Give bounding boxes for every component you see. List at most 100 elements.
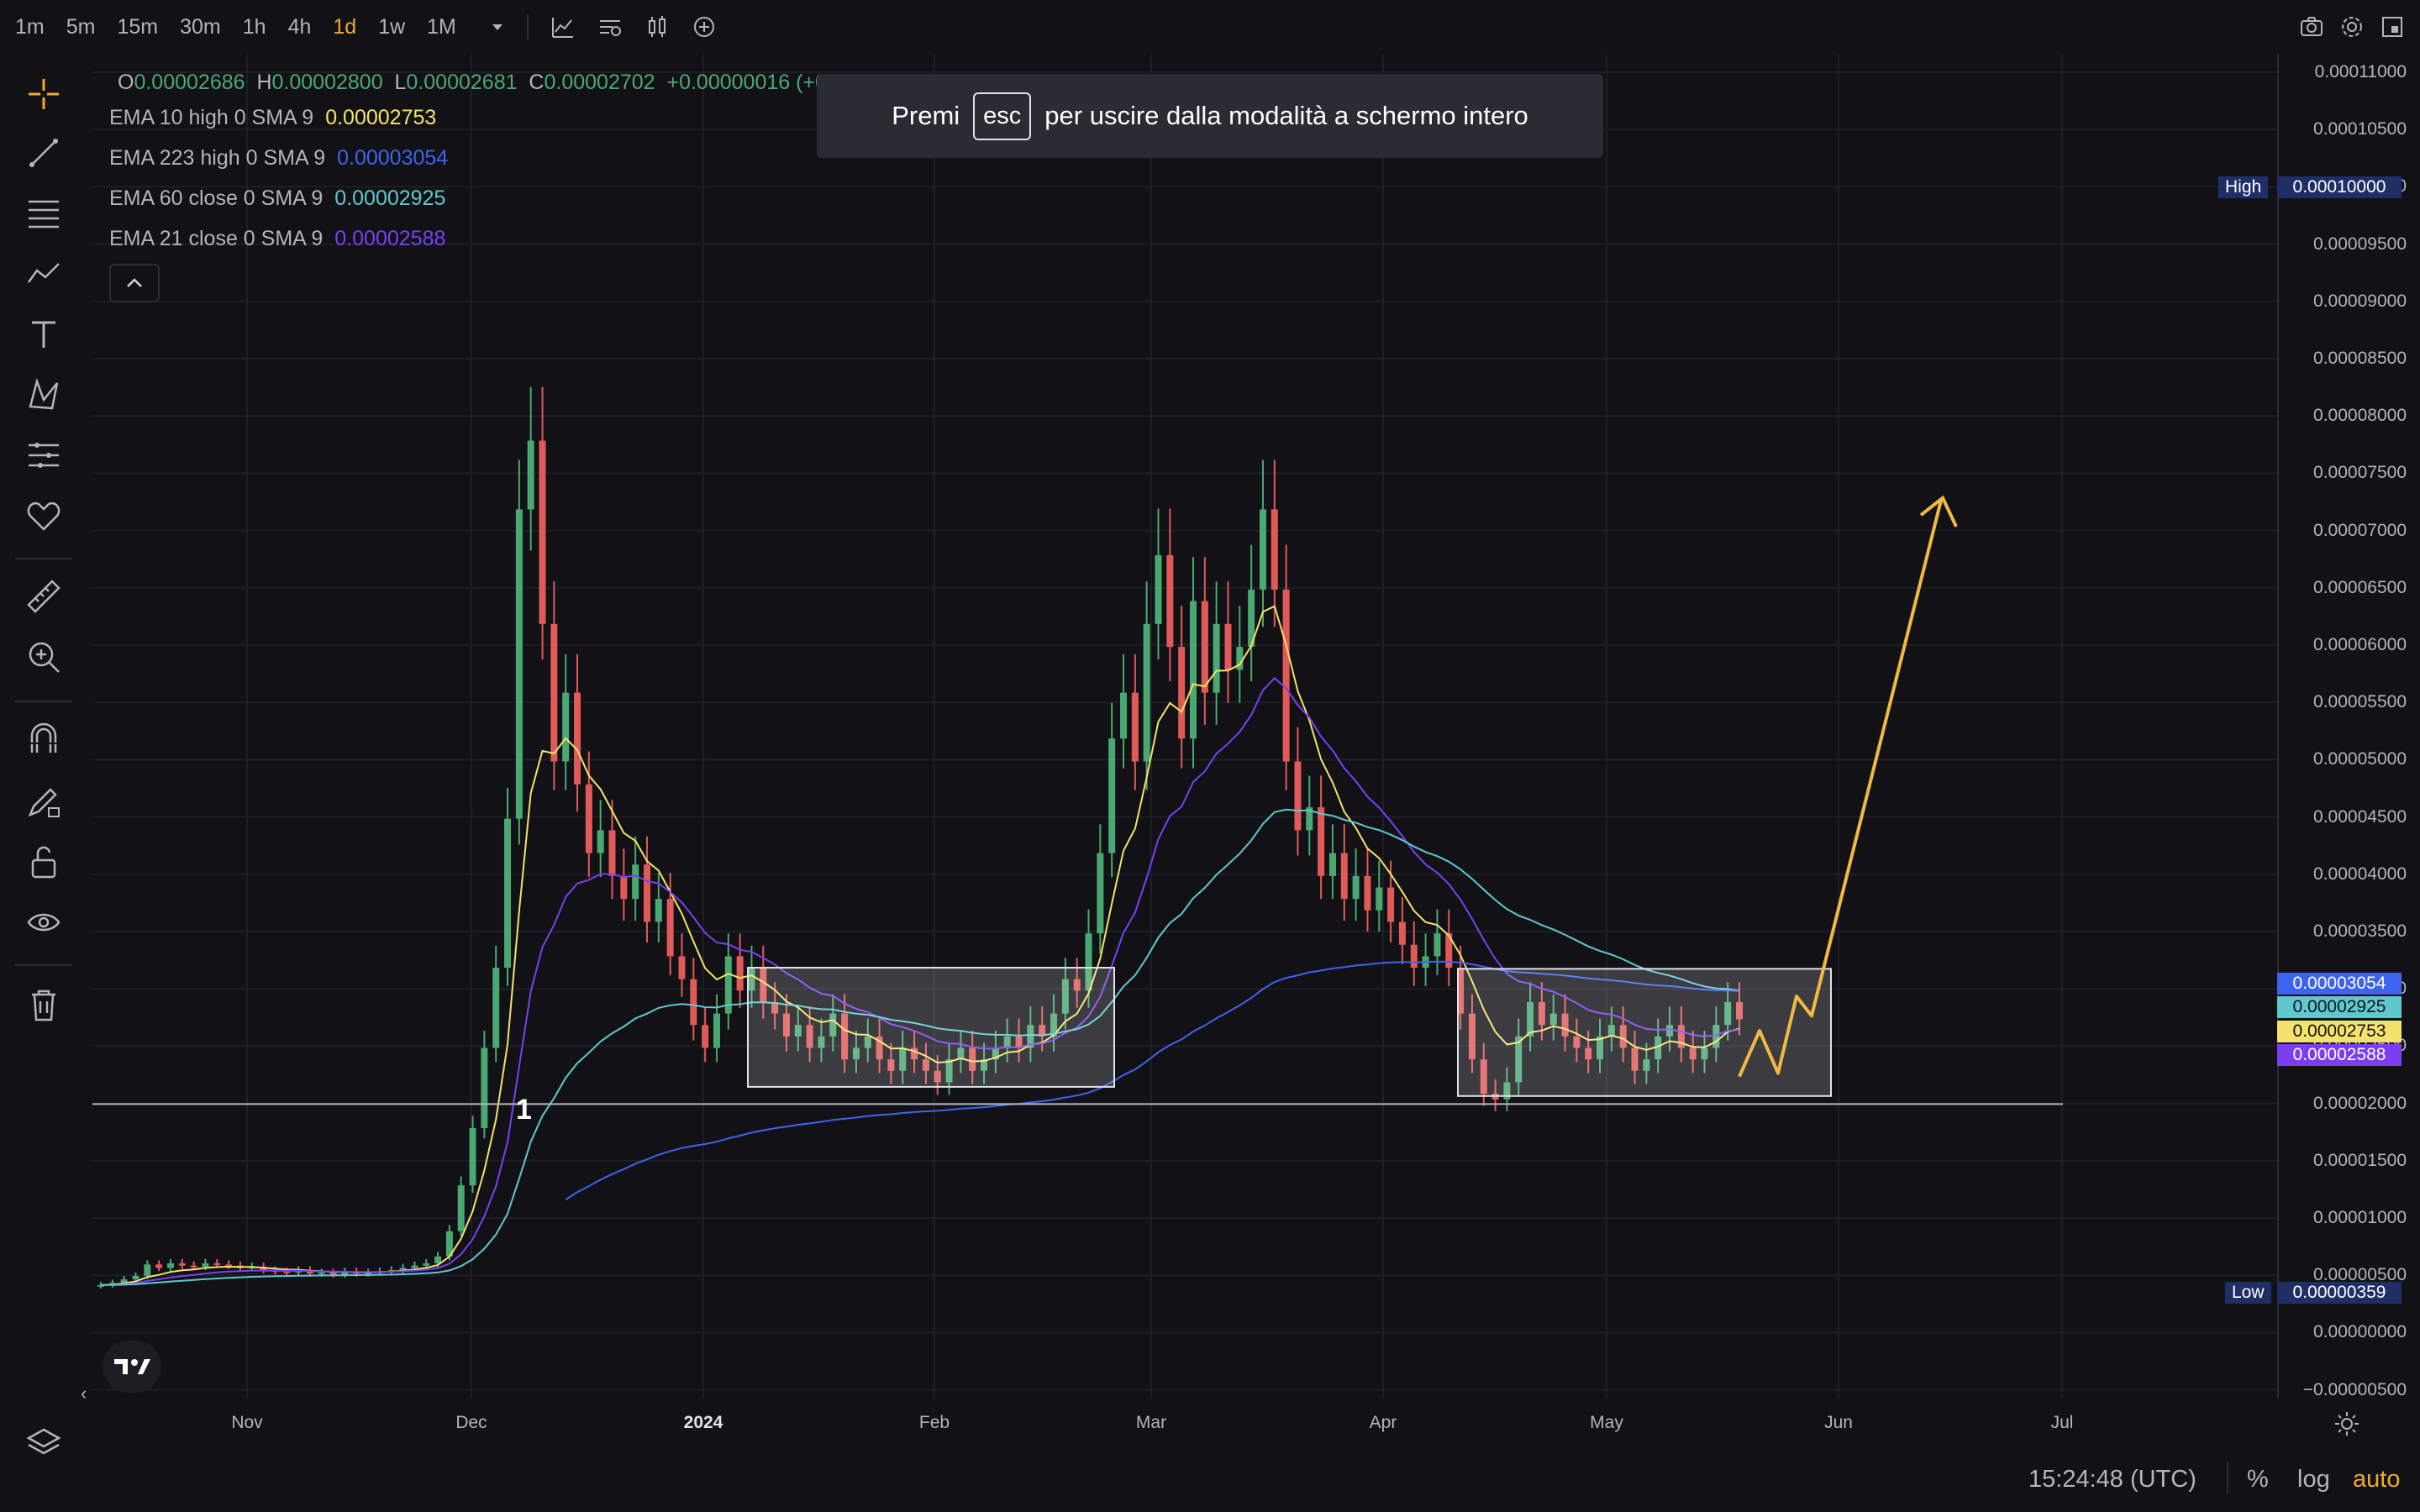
hide-drawings-eye-icon[interactable] bbox=[25, 904, 62, 941]
tradingview-logo-icon bbox=[114, 1359, 150, 1374]
auto-scale-toggle[interactable]: auto bbox=[2353, 1466, 2401, 1493]
trash-icon[interactable] bbox=[25, 986, 62, 1023]
scroll-left-chevron-icon[interactable]: ‹ bbox=[81, 1383, 87, 1404]
percent-scale-toggle[interactable]: % bbox=[2247, 1466, 2269, 1493]
indicator-legend-row[interactable]: EMA 223 high 0 SMA 9 0.00003054 bbox=[109, 146, 448, 171]
status-divider bbox=[2227, 1462, 2228, 1494]
crosshair-icon[interactable] bbox=[25, 76, 62, 113]
candle-body bbox=[527, 440, 534, 510]
price-tick: −0.00000500 bbox=[2302, 1379, 2407, 1399]
timeframe-4h[interactable]: 4h bbox=[287, 14, 312, 39]
candle-body bbox=[225, 1264, 233, 1267]
timeframe-1m[interactable]: 1m bbox=[15, 14, 45, 39]
candle-body bbox=[969, 1047, 976, 1071]
candles-icon[interactable] bbox=[644, 14, 670, 39]
dropdown-caret-icon[interactable] bbox=[485, 14, 510, 39]
indicator-value: 0.00002753 bbox=[325, 106, 437, 129]
compare-add-icon[interactable] bbox=[692, 14, 717, 39]
candle-body bbox=[934, 1070, 941, 1083]
timeframe-1M[interactable]: 1M bbox=[427, 14, 456, 39]
price-tick: 0.00000000 bbox=[2313, 1322, 2407, 1342]
indicator-legend-row[interactable]: EMA 60 close 0 SMA 9 0.00002925 bbox=[109, 186, 445, 211]
candle-body bbox=[202, 1263, 209, 1268]
candle-body bbox=[597, 830, 604, 853]
trend-line-icon[interactable] bbox=[25, 134, 62, 171]
object-tree-layers-icon[interactable] bbox=[25, 1425, 62, 1462]
candle-body bbox=[829, 1013, 837, 1037]
legend-collapse-button[interactable] bbox=[109, 264, 160, 302]
candle-body bbox=[166, 1263, 174, 1268]
price-tick: 0.00004500 bbox=[2313, 806, 2407, 827]
candle-body bbox=[620, 875, 628, 900]
candle-body bbox=[213, 1263, 221, 1265]
fullscreen-exit-toast: Premi esc per uscire dalla modalità a sc… bbox=[817, 74, 1603, 158]
utc-clock[interactable]: 15:24:48 (UTC) bbox=[2028, 1466, 2196, 1493]
ema-price-tag: 0.00002753 bbox=[2277, 1021, 2402, 1042]
prediction-tools-icon[interactable] bbox=[25, 437, 62, 474]
timeframe-15m[interactable]: 15m bbox=[117, 14, 159, 39]
chart-style-icon[interactable] bbox=[550, 14, 576, 39]
price-axis[interactable]: 0.00011000 0.00010500 0.00010000 0.00009500… bbox=[2277, 54, 2420, 1399]
indicator-legend-row[interactable]: EMA 21 close 0 SMA 9 0.00002588 bbox=[109, 227, 445, 251]
candle-body bbox=[1410, 944, 1418, 969]
pattern-icon[interactable] bbox=[25, 255, 62, 292]
price-tick: 0.00000500 bbox=[2313, 1265, 2407, 1285]
annotation-marker: 1 bbox=[516, 1094, 532, 1126]
candle-body bbox=[702, 1025, 709, 1048]
camera-icon[interactable] bbox=[2299, 14, 2324, 39]
fullscreen-icon[interactable] bbox=[2380, 14, 2405, 39]
candle-body bbox=[1701, 1047, 1708, 1060]
candle-body bbox=[120, 1279, 128, 1284]
magnet-icon[interactable] bbox=[25, 722, 62, 759]
toolbar-divider bbox=[15, 558, 72, 559]
text-tool-icon[interactable] bbox=[25, 316, 62, 353]
timeframe-1w[interactable]: 1w bbox=[378, 14, 406, 39]
timeframe-30m[interactable]: 30m bbox=[180, 14, 221, 39]
candle-body bbox=[852, 1047, 860, 1060]
lock-drawings-icon[interactable] bbox=[25, 843, 62, 880]
candle-body bbox=[818, 1036, 825, 1048]
price-tick: 0.00001500 bbox=[2313, 1150, 2407, 1170]
candle-body bbox=[1573, 1036, 1581, 1048]
candle-body bbox=[981, 1059, 988, 1071]
time-tick: Feb bbox=[918, 1413, 950, 1432]
toast-text-before: Premi bbox=[892, 101, 960, 130]
candle-body bbox=[1039, 1025, 1046, 1037]
tradingview-logo[interactable] bbox=[103, 1341, 161, 1393]
timeframe-1d[interactable]: 1d bbox=[333, 14, 357, 39]
candle-body bbox=[515, 509, 523, 819]
log-scale-toggle[interactable]: log bbox=[2297, 1466, 2330, 1493]
price-tick: 0.00004000 bbox=[2313, 864, 2407, 884]
candle-body bbox=[899, 1047, 907, 1071]
candle-body bbox=[1328, 853, 1336, 876]
candle-body bbox=[457, 1185, 465, 1231]
ruler-icon[interactable] bbox=[25, 578, 62, 615]
xabcd-pattern-icon[interactable] bbox=[25, 376, 62, 413]
indicators-icon[interactable] bbox=[597, 14, 623, 39]
candle-body bbox=[1398, 921, 1406, 945]
settings-gear-icon[interactable] bbox=[2339, 14, 2365, 39]
ohlc-close: 0.00002702 bbox=[544, 71, 655, 94]
timeframe-5m[interactable]: 5m bbox=[66, 14, 96, 39]
candle-body bbox=[1515, 1036, 1523, 1083]
price-chart[interactable]: 1 bbox=[92, 54, 2277, 1398]
candle-body bbox=[632, 864, 639, 900]
candle-body bbox=[411, 1265, 418, 1268]
fib-retracement-icon[interactable] bbox=[25, 195, 62, 232]
candle-body bbox=[794, 1025, 802, 1037]
candle-body bbox=[1527, 1001, 1534, 1037]
price-tick: 0.00006500 bbox=[2313, 577, 2407, 597]
stay-in-drawing-mode-icon[interactable] bbox=[25, 783, 62, 820]
candle-body bbox=[1549, 1013, 1557, 1026]
timeframe-1h[interactable]: 1h bbox=[242, 14, 266, 39]
indicator-legend-row[interactable]: EMA 10 high 0 SMA 9 0.00002753 bbox=[109, 106, 436, 130]
candle-body bbox=[1736, 1001, 1743, 1020]
indicator-value: 0.00002925 bbox=[334, 186, 446, 210]
ema-price-tag: 0.00002588 bbox=[2277, 1044, 2402, 1066]
candle-body bbox=[1387, 887, 1395, 922]
candle-body bbox=[539, 440, 546, 624]
favorites-heart-icon[interactable] bbox=[25, 497, 62, 534]
zoom-in-icon[interactable] bbox=[25, 638, 62, 675]
candle-body bbox=[1457, 968, 1465, 1014]
axis-settings-icon[interactable] bbox=[2333, 1410, 2361, 1438]
